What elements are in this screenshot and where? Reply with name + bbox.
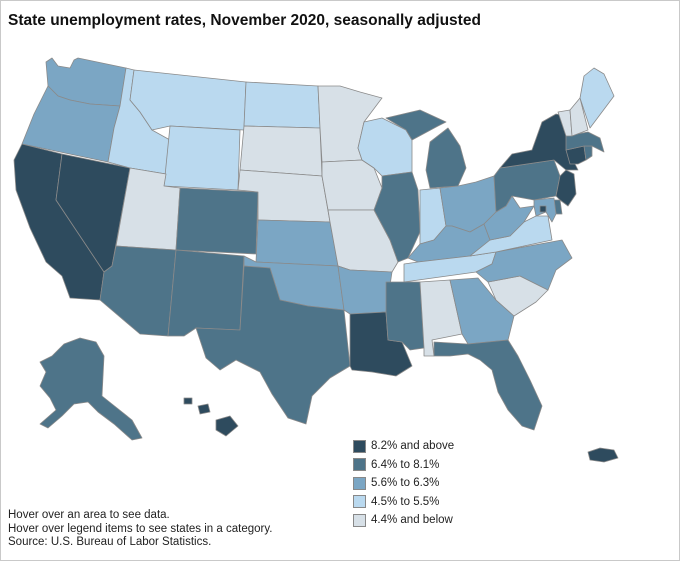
state-me[interactable] xyxy=(579,67,615,129)
legend-item-4-4-and-below[interactable]: 4.4% and below xyxy=(353,511,454,530)
legend-swatch xyxy=(353,439,366,453)
hover-area-note: Hover over an area to see data. xyxy=(8,509,170,521)
state-ks[interactable] xyxy=(255,219,339,267)
legend-item-4-5-to-5-5[interactable]: 4.5% to 5.5% xyxy=(353,493,454,512)
state-wy[interactable] xyxy=(163,125,241,191)
state-mi[interactable] xyxy=(385,109,467,189)
legend-swatch xyxy=(353,476,366,490)
legend-label: 4.5% to 5.5% xyxy=(371,495,440,508)
state-nm[interactable] xyxy=(167,249,245,337)
legend-label: 8.2% and above xyxy=(371,440,455,453)
source-note: Source: U.S. Bureau of Labor Statistics. xyxy=(8,536,212,548)
hover-legend-note: Hover over legend items to see states in… xyxy=(8,522,273,535)
state-ma[interactable] xyxy=(565,131,605,153)
state-hi[interactable] xyxy=(183,397,239,437)
state-tx[interactable] xyxy=(195,265,351,425)
legend-swatch xyxy=(353,513,366,527)
legend-item-5-6-to-6-3[interactable]: 5.6% to 6.3% xyxy=(353,474,454,493)
state-ga[interactable] xyxy=(449,277,515,345)
state-sd[interactable] xyxy=(239,125,323,177)
state-ar[interactable] xyxy=(337,265,393,315)
state-fl[interactable] xyxy=(433,339,543,431)
state-ak[interactable] xyxy=(39,337,143,441)
footnotes: Hover over an area to see data. Hover ov… xyxy=(8,509,272,550)
state-il[interactable] xyxy=(373,171,421,263)
state-nj[interactable] xyxy=(555,169,577,207)
state-dc[interactable] xyxy=(539,205,547,213)
legend-label: 6.4% to 8.1% xyxy=(371,458,440,471)
state-nh[interactable] xyxy=(569,97,589,137)
state-mt[interactable] xyxy=(129,69,247,131)
legend-swatch xyxy=(353,495,366,509)
legend-label: 5.6% to 6.3% xyxy=(371,477,440,490)
territory-pr[interactable] xyxy=(587,447,619,463)
state-nd[interactable] xyxy=(243,81,321,129)
state-nc[interactable] xyxy=(475,239,573,291)
legend-label: 4.4% and below xyxy=(371,514,453,527)
chart-title: State unemployment rates, November 2020,… xyxy=(8,12,481,29)
legend-item-6-4-to-8-1[interactable]: 6.4% to 8.1% xyxy=(353,456,454,475)
legend-item-8-2-and-above[interactable]: 8.2% and above xyxy=(353,437,454,456)
state-co[interactable] xyxy=(175,187,259,255)
legend-swatch xyxy=(353,458,366,472)
legend: 8.2% and above 6.4% to 8.1% 5.6% to 6.3%… xyxy=(353,437,454,530)
state-ms[interactable] xyxy=(385,281,425,351)
